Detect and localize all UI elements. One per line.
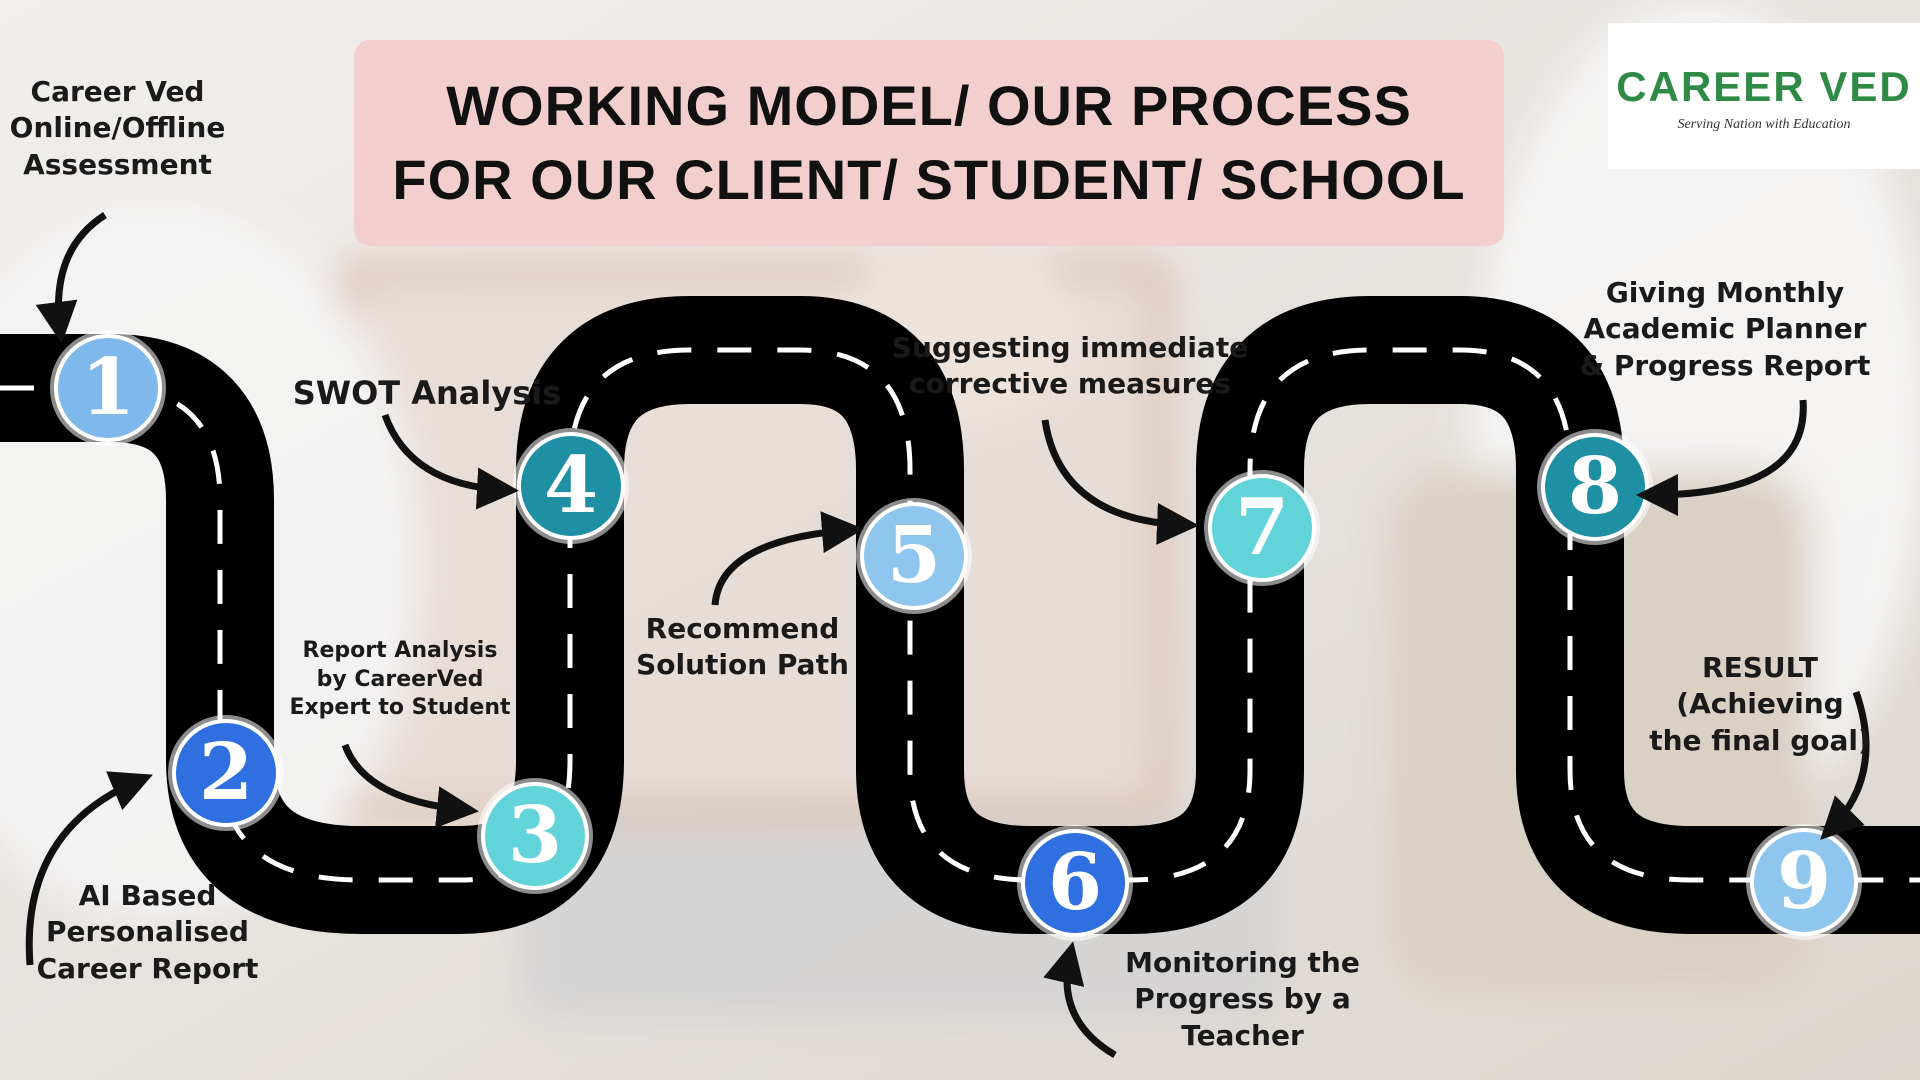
label-step-7: Suggesting immediate corrective measures <box>891 331 1249 401</box>
milestone-5: 5 <box>856 498 972 614</box>
milestone-number-4: 4 <box>544 440 598 531</box>
arrow-step-4 <box>381 413 519 510</box>
milestone-number-8: 8 <box>1568 441 1622 532</box>
arrow-step-7 <box>1041 419 1199 545</box>
milestone-4: 4 <box>513 428 629 544</box>
career-ved-logo: CAREER VED Serving Nation with Education <box>1608 23 1920 169</box>
arrow-step-3 <box>341 743 479 829</box>
milestone-number-1: 1 <box>81 342 135 433</box>
label-step-8: Giving Monthly Academic Planner & Progre… <box>1579 276 1871 382</box>
arrow-step-9 <box>1820 690 1870 840</box>
milestone-9: 9 <box>1746 824 1862 940</box>
milestone-circle-6 <box>1021 829 1129 937</box>
milestone-number-9: 9 <box>1777 836 1831 927</box>
logo-text: CAREER VED <box>1616 63 1912 110</box>
title-line-2: FOR OUR CLIENT/ STUDENT/ SCHOOL <box>392 148 1466 211</box>
milestone-circle-5 <box>860 502 968 610</box>
title-banner: WORKING MODEL/ OUR PROCESS FOR OUR CLIEN… <box>354 40 1504 246</box>
label-step-1: Career Ved Online/Offline Assessment <box>9 75 226 181</box>
milestone-1: 1 <box>50 330 166 446</box>
road-path <box>0 296 1920 934</box>
logo-tagline: Serving Nation with Education <box>1677 117 1851 132</box>
label-step-9: RESULT (Achieving the final goal) <box>1649 651 1871 757</box>
milestone-2: 2 <box>168 715 284 831</box>
milestone-number-5: 5 <box>887 510 941 601</box>
arrow-step-6 <box>1043 941 1117 1059</box>
milestone-circle-3 <box>481 782 589 890</box>
milestone-6: 6 <box>1017 825 1133 941</box>
title-line-1: WORKING MODEL/ OUR PROCESS <box>446 74 1412 137</box>
milestone-number-3: 3 <box>508 790 562 881</box>
milestone-3: 3 <box>477 778 593 894</box>
milestone-number-6: 6 <box>1048 837 1102 928</box>
label-step-6: Monitoring the Progress by a Teacher <box>1125 946 1360 1052</box>
milestone-8: 8 <box>1537 429 1653 545</box>
milestone-circle-9 <box>1750 828 1858 936</box>
milestone-circle-4 <box>517 432 625 540</box>
milestone-number-2: 2 <box>199 727 253 818</box>
arrow-step-5 <box>711 511 864 606</box>
milestone-number-7: 7 <box>1235 482 1289 573</box>
label-step-5: Recommend Solution Path <box>636 612 849 682</box>
milestone-circle-1 <box>54 334 162 442</box>
road-center-dashes <box>0 347 1920 883</box>
arrow-step-2 <box>25 771 153 966</box>
label-step-4: SWOT Analysis <box>292 374 562 412</box>
milestone-7: 7 <box>1204 470 1320 586</box>
milestone-circle-7 <box>1208 474 1316 582</box>
milestone-circle-2 <box>172 719 280 827</box>
label-step-3: Report Analysis by CareerVed Expert to S… <box>289 638 511 721</box>
arrow-step-1 <box>35 212 107 344</box>
arrow-step-8 <box>1636 399 1807 516</box>
label-step-2: AI Based Personalised Career Report <box>36 879 259 985</box>
